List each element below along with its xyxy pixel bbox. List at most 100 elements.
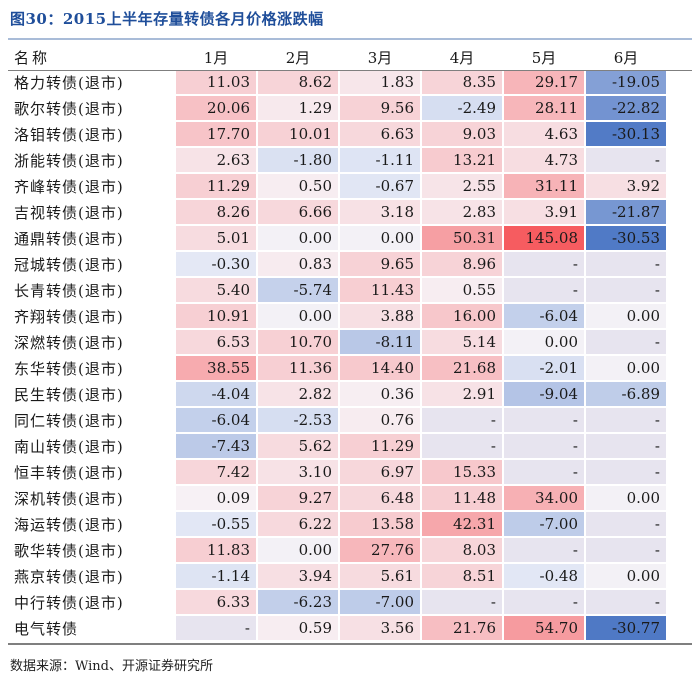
bond-name-cell: 歌华转债(退市) bbox=[14, 541, 124, 560]
change-cell-feb: 8.62 bbox=[258, 70, 338, 94]
bond-name-cell: 洛钼转债(退市) bbox=[14, 125, 124, 144]
change-cell-jun: - bbox=[586, 330, 666, 354]
change-cell-jun: 0.00 bbox=[586, 486, 666, 510]
change-cell-apr: 8.35 bbox=[422, 70, 502, 94]
change-cell-apr: 2.91 bbox=[422, 382, 502, 406]
change-cell-feb: 9.27 bbox=[258, 486, 338, 510]
change-cell-jun: -21.87 bbox=[586, 200, 666, 224]
table-row: 海运转债(退市) -0.55 6.22 13.58 42.31 -7.00- bbox=[10, 512, 666, 536]
title-divider bbox=[8, 38, 692, 40]
change-cell-jan: 38.55 bbox=[176, 356, 256, 380]
change-cell-mar: 6.97 bbox=[340, 460, 420, 484]
change-cell-feb: 2.82 bbox=[258, 382, 338, 406]
change-cell-jan: -6.04 bbox=[176, 408, 256, 432]
table-row: 南山转债(退市) -7.43 5.62 11.29- - - bbox=[10, 434, 666, 458]
price-change-table: 名称 1月 2月 3月 4月 5月 6月 格力转债(退市) 11.03 8.62 1.… bbox=[8, 44, 668, 642]
bond-name-cell: 浙能转债(退市) bbox=[14, 151, 124, 170]
change-cell-apr: 11.48 bbox=[422, 486, 502, 510]
change-cell-mar: 6.63 bbox=[340, 122, 420, 146]
table-body: 格力转债(退市) 11.03 8.62 1.83 8.35 29.17 -19.05 歌尔转债… bbox=[10, 70, 666, 640]
change-cell-apr: 8.96 bbox=[422, 252, 502, 276]
change-cell-feb: 11.36 bbox=[258, 356, 338, 380]
change-cell-jun: - bbox=[586, 460, 666, 484]
change-cell-mar: -7.00 bbox=[340, 590, 420, 614]
change-cell-apr: -2.49 bbox=[422, 96, 502, 120]
change-cell-feb: 0.50 bbox=[258, 174, 338, 198]
table-row: 深机转债(退市) 0.09 9.27 6.48 11.48 34.00 0.00 bbox=[10, 486, 666, 510]
change-cell-apr: 21.76 bbox=[422, 616, 502, 640]
change-cell-may: -2.01 bbox=[504, 356, 584, 380]
bond-name-cell: 深机转债(退市) bbox=[14, 489, 124, 508]
change-cell-may: 4.63 bbox=[504, 122, 584, 146]
bond-name-cell: 燕京转债(退市) bbox=[14, 567, 124, 586]
bond-name-cell: 中行转债(退市) bbox=[14, 593, 124, 612]
bond-name-cell: 深燃转债(退市) bbox=[14, 333, 124, 352]
change-cell-may: -7.00 bbox=[504, 512, 584, 536]
bond-name-cell: 冠城转债(退市) bbox=[14, 255, 124, 274]
change-cell-mar: 14.40 bbox=[340, 356, 420, 380]
change-cell-apr: - bbox=[422, 408, 502, 432]
source-note: 数据来源：Wind、开源证券研究所 bbox=[10, 659, 213, 674]
change-cell-feb: 3.10 bbox=[258, 460, 338, 484]
change-cell-mar: 6.48 bbox=[340, 486, 420, 510]
change-cell-mar: 3.88 bbox=[340, 304, 420, 328]
bond-name-cell: 东华转债(退市) bbox=[14, 359, 124, 378]
change-cell-mar: 3.56 bbox=[340, 616, 420, 640]
bond-name-cell: 长青转债(退市) bbox=[14, 281, 124, 300]
table-row: 中行转债(退市) 6.33 -6.23 -7.00- - - bbox=[10, 590, 666, 614]
change-cell-may: 28.11 bbox=[504, 96, 584, 120]
change-cell-may: - bbox=[504, 278, 584, 302]
change-cell-jan: -0.30 bbox=[176, 252, 256, 276]
column-header-mar: 3月 bbox=[367, 48, 393, 67]
column-header-name: 名称 bbox=[14, 48, 51, 67]
bond-name-cell: 同仁转债(退市) bbox=[14, 411, 124, 430]
bond-name-cell: 恒丰转债(退市) bbox=[14, 463, 124, 482]
change-cell-feb: 0.00 bbox=[258, 538, 338, 562]
change-cell-may: 4.73 bbox=[504, 148, 584, 172]
change-cell-feb: 6.22 bbox=[258, 512, 338, 536]
change-cell-jan: 11.29 bbox=[176, 174, 256, 198]
change-cell-jun: -30.13 bbox=[586, 122, 666, 146]
change-cell-apr: 13.21 bbox=[422, 148, 502, 172]
change-cell-may: 145.08 bbox=[504, 226, 584, 250]
change-cell-mar: -0.67 bbox=[340, 174, 420, 198]
change-cell-jun: -30.53 bbox=[586, 226, 666, 250]
table-row: 燕京转债(退市) -1.14 3.94 5.61 8.51 -0.48 0.00 bbox=[10, 564, 666, 588]
change-cell-feb: 0.83 bbox=[258, 252, 338, 276]
change-cell-feb: 0.59 bbox=[258, 616, 338, 640]
change-cell-apr: - bbox=[422, 434, 502, 458]
change-cell-mar: 0.36 bbox=[340, 382, 420, 406]
change-cell-feb: 0.00 bbox=[258, 304, 338, 328]
change-cell-feb: -2.53 bbox=[258, 408, 338, 432]
change-cell-mar: 9.56 bbox=[340, 96, 420, 120]
change-cell-jan: 5.40 bbox=[176, 278, 256, 302]
table-row: 长青转债(退市) 5.40 -5.74 11.43 0.55- - bbox=[10, 278, 666, 302]
change-cell-apr: 8.51 bbox=[422, 564, 502, 588]
change-cell-mar: -1.11 bbox=[340, 148, 420, 172]
change-cell-mar: 5.61 bbox=[340, 564, 420, 588]
table-row: 东华转债(退市) 38.55 11.36 14.40 21.68 -2.01 0.00 bbox=[10, 356, 666, 380]
table-row: 吉视转债(退市) 8.26 6.66 3.18 2.83 3.91 -21.87 bbox=[10, 200, 666, 224]
change-cell-jan: 11.03 bbox=[176, 70, 256, 94]
change-cell-jan: 20.06 bbox=[176, 96, 256, 120]
table-row: 歌尔转债(退市) 20.06 1.29 9.56 -2.49 28.11 -22.82 bbox=[10, 96, 666, 120]
change-cell-jun: - bbox=[586, 538, 666, 562]
table-row: 歌华转债(退市) 11.83 0.00 27.76 8.03- - bbox=[10, 538, 666, 562]
table-row: 电气转债 -0.59 3.56 21.76 54.70 -30.77 bbox=[10, 616, 666, 640]
change-cell-apr: 8.03 bbox=[422, 538, 502, 562]
table-row: 深燃转债(退市) 6.53 10.70 -8.11 5.14 0.00- bbox=[10, 330, 666, 354]
table-row: 民生转债(退市) -4.04 2.82 0.36 2.91 -9.04 -6.89 bbox=[10, 382, 666, 406]
change-cell-jan: -4.04 bbox=[176, 382, 256, 406]
bond-name-cell: 电气转债 bbox=[14, 619, 79, 638]
change-cell-jan: 5.01 bbox=[176, 226, 256, 250]
change-cell-jun: - bbox=[586, 408, 666, 432]
change-cell-feb: 10.70 bbox=[258, 330, 338, 354]
change-cell-mar: -8.11 bbox=[340, 330, 420, 354]
change-cell-apr: 2.83 bbox=[422, 200, 502, 224]
change-cell-may: 31.11 bbox=[504, 174, 584, 198]
change-cell-apr: 16.00 bbox=[422, 304, 502, 328]
change-cell-mar: 0.00 bbox=[340, 226, 420, 250]
change-cell-may: 0.00 bbox=[504, 330, 584, 354]
change-cell-feb: 10.01 bbox=[258, 122, 338, 146]
change-cell-jan: 6.53 bbox=[176, 330, 256, 354]
